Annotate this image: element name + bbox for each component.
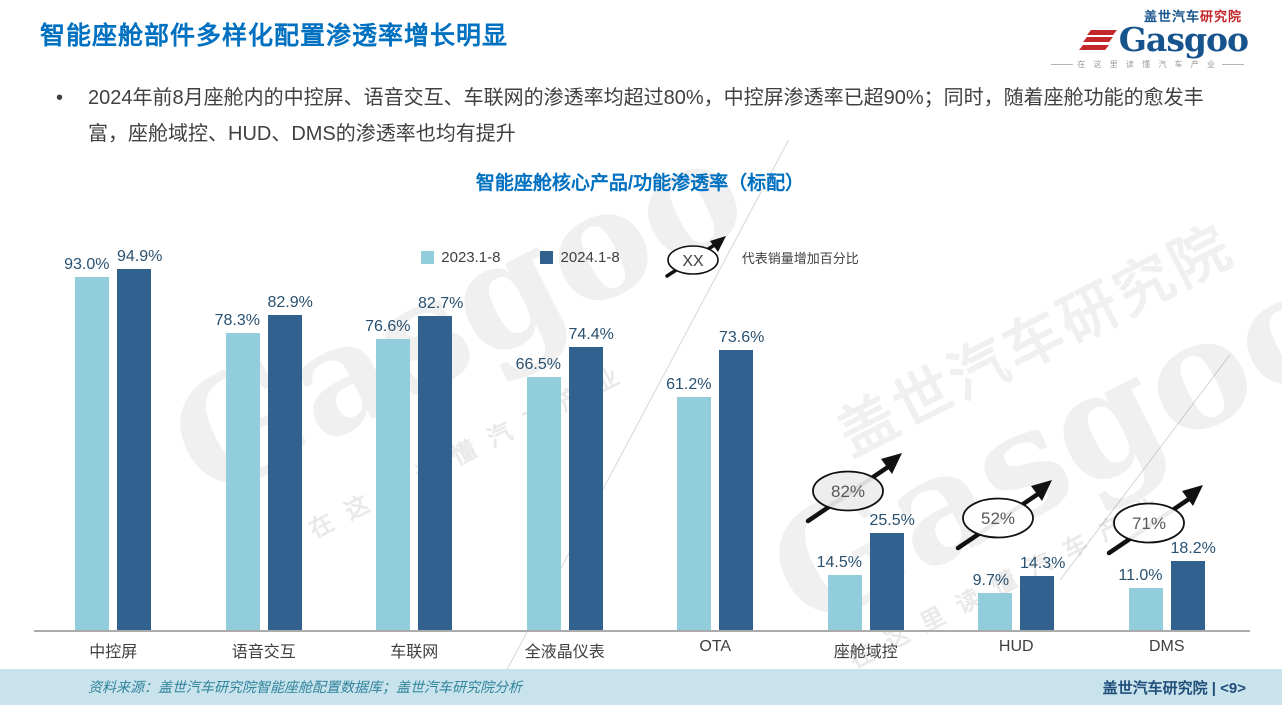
gasgoo-tagline: 在 这 里 读 懂 汽 车 产 业 (1047, 59, 1248, 70)
bar-group-OTA: 61.2% 73.6% (640, 329, 791, 630)
summary-bullet: • 2024年前8月座舱内的中控屏、语音交互、车联网的渗透率均超过80%，中控屏… (56, 80, 1226, 152)
logo-cn-sub: 研究院 (1199, 9, 1242, 24)
page-title: 智能座舱部件多样化配置渗透率增长明显 (40, 22, 509, 50)
value-label-2024.1-8-HUD: 14.3% (1020, 554, 1066, 572)
legend-item-2023.1-8: 2023.1-8 (421, 249, 500, 266)
value-label-2024.1-8-OTA: 73.6% (719, 329, 765, 347)
x-axis-label-OTA: OTA (699, 638, 732, 655)
x-axis-label-语音交互: 语音交互 (231, 644, 296, 661)
bar-2023.1-8-DMS: 11.0% (1118, 567, 1163, 630)
bullet-text: 2024年前8月座舱内的中控屏、语音交互、车联网的渗透率均超过80%，中控屏渗透… (88, 87, 1204, 145)
value-label-2024.1-8-车联网: 82.7% (418, 294, 464, 312)
gasgoo-slashes-icon (1078, 27, 1117, 52)
bar-2024.1-8-座舱域控: 25.5% (870, 512, 915, 630)
legend-note-text: 代表销量增加百分比 (741, 250, 859, 266)
legend-note: XX 代表销量增加百分比 (660, 234, 859, 280)
logo-cn-main: 盖世汽车 (1143, 9, 1200, 24)
value-label-2024.1-8-中控屏: 94.9% (117, 248, 163, 266)
legend-swatch-icon (540, 250, 554, 264)
bar-2023.1-8-座舱域控: 14.5% (817, 554, 862, 630)
bar-group-全液晶仪表: 66.5% 74.4% (490, 326, 641, 630)
footer: 资料来源：盖世汽车研究院智能座舱配置数据库；盖世汽车研究院分析 盖世汽车研究院 … (0, 669, 1282, 705)
value-label-2023.1-8-OTA: 61.2% (666, 376, 712, 394)
bar-2024.1-8-全液晶仪表: 74.4% (569, 326, 614, 630)
growth-annotation-DMS: 71% (1097, 477, 1217, 557)
growth-annotation-座舱域控: 82% (796, 445, 916, 525)
bar-2023.1-8-语音交互: 78.3% (215, 312, 260, 630)
bar-chart-plot-area: 93.0% 94.9% 78.3% 82.9% 76.6% 82.7% 66.5% 74.4%… (34, 230, 1250, 632)
x-axis-label-中控屏: 中控屏 (89, 644, 138, 661)
svg-text:71%: 71% (1132, 514, 1166, 533)
bar-group-座舱域控: 14.5% 25.5% (791, 512, 942, 630)
x-axis-label-HUD: HUD (998, 638, 1034, 655)
bar-group-DMS: 11.0% 18.2% (1092, 540, 1243, 630)
gasgoo-wordmark: Gasgoo (1118, 20, 1249, 59)
bar-group-语音交互: 78.3% 82.9% (189, 294, 340, 630)
legend-label: 2024.1-8 (560, 248, 620, 266)
value-label-2024.1-8-座舱域控: 25.5% (869, 512, 915, 530)
bar-2023.1-8-车联网: 76.6% (365, 318, 410, 630)
value-label-2023.1-8-DMS: 11.0% (1118, 567, 1163, 585)
bar-2023.1-8-HUD: 9.7% (973, 572, 1013, 630)
value-label-2024.1-8-语音交互: 82.9% (267, 294, 313, 311)
svg-text:XX: XX (682, 253, 704, 270)
bar-2023.1-8-OTA: 61.2% (666, 376, 711, 630)
value-label-2023.1-8-全液晶仪表: 66.5% (515, 356, 561, 374)
legend-swatch-icon (421, 250, 435, 264)
bar-2024.1-8-语音交互: 82.9% (268, 294, 313, 630)
chart-legend: 2023.1-8 2024.1-8 XX 代表销量增加百分比 (38, 234, 1242, 280)
legend-item-2024.1-8: 2024.1-8 (540, 248, 620, 266)
chart-title: 智能座舱核心产品/功能渗透率（标配） (475, 173, 805, 194)
value-label-2023.1-8-座舱域控: 14.5% (816, 553, 862, 571)
source-note: 资料来源：盖世汽车研究院智能座舱配置数据库；盖世汽车研究院分析 (88, 679, 522, 695)
value-label-2023.1-8-HUD: 9.7% (972, 572, 1010, 590)
bar-2024.1-8-DMS: 18.2% (1171, 540, 1216, 630)
bar-2024.1-8-OTA: 73.6% (719, 329, 764, 630)
x-axis-label-车联网: 车联网 (390, 644, 439, 661)
x-axis-label-DMS: DMS (1148, 638, 1185, 655)
growth-symbol-icon: XX (664, 236, 726, 278)
bullet-marker: • (56, 87, 64, 109)
footer-brand-page: 盖世汽车研究院 | <9> (1102, 679, 1246, 697)
growth-annotation-HUD: 52% (946, 472, 1066, 552)
bar-2024.1-8-中控屏: 94.9% (117, 248, 162, 630)
gasgoo-logo: 盖世汽车研究院 Gasgoo 在 这 里 读 懂 汽 车 产 业 (1047, 6, 1249, 70)
bar-2024.1-8-车联网: 82.7% (418, 295, 463, 630)
value-label-2024.1-8-DMS: 18.2% (1170, 539, 1216, 557)
bar-group-中控屏: 93.0% 94.9% (38, 248, 189, 630)
svg-text:52%: 52% (981, 509, 1015, 528)
bar-2024.1-8-HUD: 14.3% (1020, 555, 1065, 630)
bar-group-HUD: 9.7% 14.3% (941, 555, 1092, 630)
x-axis-label-全液晶仪表: 全液晶仪表 (524, 644, 605, 661)
value-label-2023.1-8-中控屏: 93.0% (64, 255, 110, 273)
legend-label: 2023.1-8 (441, 248, 501, 266)
bar-2023.1-8-全液晶仪表: 66.5% (516, 356, 561, 630)
bar-2023.1-8-中控屏: 93.0% (64, 256, 109, 630)
x-axis-label-座舱域控: 座舱域控 (833, 644, 898, 661)
gasgoo-logo-cn: 盖世汽车研究院 (1047, 6, 1248, 25)
bar-group-车联网: 76.6% 82.7% (339, 295, 490, 630)
svg-text:82%: 82% (831, 482, 865, 501)
x-axis-labels: 中控屏 语音交互 车联网 全液晶仪表 OTA 座舱域控 HUD DMS (38, 638, 1242, 662)
value-label-2023.1-8-车联网: 76.6% (365, 317, 411, 335)
value-label-2023.1-8-语音交互: 78.3% (214, 311, 260, 329)
value-label-2024.1-8-全液晶仪表: 74.4% (568, 326, 614, 344)
